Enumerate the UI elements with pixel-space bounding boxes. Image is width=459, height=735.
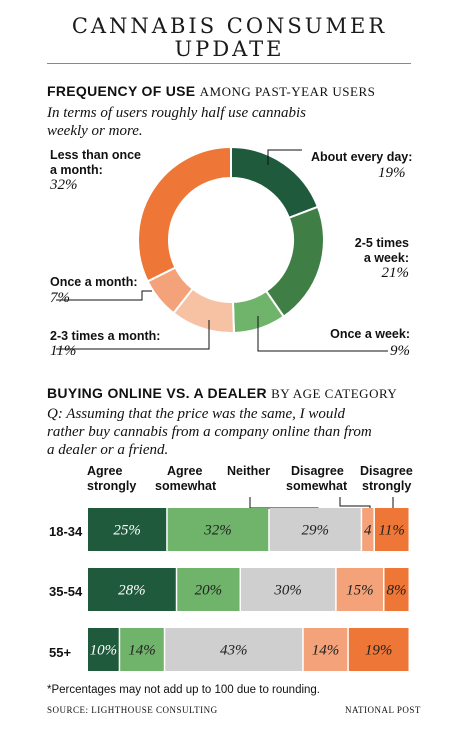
bar-label-55-plus-neither: 43% — [220, 643, 248, 659]
online-heading: BUYING ONLINE VS. A DEALER BY AGE CATEGO… — [47, 385, 397, 402]
col-agree-strongly-l2: strongly — [87, 479, 137, 493]
bar-55-plus-agree-strongly — [88, 628, 119, 671]
bar-35-54-disagree-somewhat — [336, 568, 383, 611]
pct-two-three: 11% — [50, 343, 77, 359]
bar-label-35-54-neither: 30% — [273, 583, 302, 599]
row-label-18-34: 18-34 — [49, 524, 83, 539]
bar-label-18-34-neither: 29% — [301, 523, 329, 539]
label-two-five-l2: a week: — [363, 251, 409, 265]
label-two-five-l1: 2-5 times — [354, 236, 409, 250]
donut-slice-two-five — [264, 205, 325, 318]
online-question-line3: a dealer or a friend. — [47, 442, 169, 458]
frequency-heading-sub: AMONG PAST-YEAR USERS — [199, 84, 376, 99]
bar-18-34-agree-somewhat — [167, 508, 269, 551]
bar-35-54-neither — [241, 568, 336, 611]
donut-leaders — [56, 149, 388, 352]
col-disagree-strongly-l1: Disagree — [360, 464, 413, 478]
col-disagree-somewhat-l2: somewhat — [286, 479, 348, 493]
bar-55-plus-neither — [165, 628, 303, 671]
leader-weekly — [257, 316, 388, 352]
footnote: *Percentages may not add up to 100 due t… — [47, 684, 321, 696]
donut-slices — [137, 145, 325, 334]
online-question-line1: Q: Assuming that the price was the same,… — [47, 406, 346, 422]
leader-neither — [249, 497, 319, 509]
bar-label-35-54-agree-strongly: 28% — [118, 583, 146, 599]
frequency-heading: FREQUENCY OF USE AMONG PAST-YEAR USERS — [47, 83, 375, 100]
bar-label-35-54-disagree-strongly: 8% — [386, 583, 406, 599]
bar-label-55-plus-disagree-strongly: 19% — [365, 643, 393, 659]
bar-label-18-34-disagree-strongly: 11% — [379, 523, 405, 539]
bar-18-34-agree-strongly — [88, 508, 167, 551]
leader-two-three — [56, 320, 210, 350]
bar-label-35-54-agree-somewhat: 20% — [195, 583, 223, 599]
frequency-heading-main: FREQUENCY OF USE — [47, 83, 196, 99]
leader-monthly — [56, 290, 152, 301]
pct-two-five: 21% — [381, 265, 410, 281]
bar-label-55-plus-agree-strongly: 10% — [90, 643, 118, 659]
bar-label-55-plus-disagree-somewhat: 14% — [312, 643, 340, 659]
publisher-credit: NATIONAL POST — [345, 705, 421, 715]
stacked-bar-chart: 25% 32% 29% 4 11% 28% 20% 30% 15% 8% 10% 14% 43% 14% 1… — [88, 497, 409, 671]
title-divider — [47, 63, 411, 64]
pct-less: 32% — [50, 177, 78, 193]
bar-55-plus-agree-somewhat — [120, 628, 164, 671]
col-agree-strongly-l1: Agree — [87, 464, 123, 478]
bar-18-34-neither — [269, 508, 361, 551]
donut-chart — [56, 145, 388, 352]
label-less-l2: a month: — [50, 163, 103, 177]
page-title-line1: CANNABIS CONSUMER — [71, 14, 388, 38]
row-label-35-54: 35-54 — [49, 584, 83, 599]
donut-slice-daily — [230, 145, 320, 220]
pct-monthly: 7% — [50, 290, 70, 306]
frequency-dek-line2: weekly or more. — [47, 123, 143, 139]
col-neither: Neither — [227, 464, 271, 478]
bar-label-55-plus-agree-somewhat: 14% — [128, 643, 156, 659]
col-agree-somewhat-l2: somewhat — [155, 479, 217, 493]
row-label-55-plus: 55+ — [49, 645, 72, 660]
frequency-dek-line1: In terms of users roughly half use canna… — [47, 105, 307, 121]
bar-35-54-agree-strongly — [88, 568, 176, 611]
bar-35-54-disagree-strongly — [384, 568, 409, 611]
bar-35-54-agree-somewhat — [177, 568, 240, 611]
col-agree-somewhat-l1: Agree — [167, 464, 203, 478]
bar-label-18-34-agree-somewhat: 32% — [203, 523, 232, 539]
bar-18-34-disagree-somewhat — [362, 508, 374, 551]
online-question-line2: rather buy cannabis from a company onlin… — [47, 424, 372, 440]
leader-daily — [267, 149, 302, 165]
label-less-l1: Less than once — [50, 148, 141, 162]
bar-55-plus-disagree-strongly — [348, 628, 409, 671]
col-disagree-somewhat-l1: Disagree — [291, 464, 344, 478]
donut-slice-less — [137, 145, 232, 283]
page-title-line2: UPDATE — [174, 37, 285, 61]
label-two-three: 2-3 times a month: — [50, 329, 161, 343]
source-credit: SOURCE: LIGHTHOUSE CONSULTING — [47, 705, 218, 715]
bar-18-34-disagree-strongly — [374, 508, 409, 551]
label-monthly: Once a month: — [50, 275, 138, 289]
pct-daily: 19% — [378, 165, 406, 181]
online-heading-main: BUYING ONLINE VS. A DEALER — [47, 385, 267, 401]
bar-label-18-34-disagree-somewhat: 4 — [364, 523, 372, 539]
online-heading-sub: BY AGE CATEGORY — [271, 386, 398, 401]
label-weekly: Once a week: — [330, 327, 410, 341]
label-daily: About every day: — [311, 150, 413, 164]
bar-label-18-34-agree-strongly: 25% — [113, 523, 141, 539]
pct-weekly: 9% — [390, 343, 410, 359]
bar-label-35-54-disagree-somewhat: 15% — [346, 583, 374, 599]
col-disagree-strongly-l2: strongly — [362, 479, 412, 493]
bar-55-plus-disagree-somewhat — [303, 628, 348, 671]
bar-segments: 25% 32% 29% 4 11% 28% 20% 30% 15% 8% 10% 14% 43% 14% 1… — [88, 508, 409, 671]
